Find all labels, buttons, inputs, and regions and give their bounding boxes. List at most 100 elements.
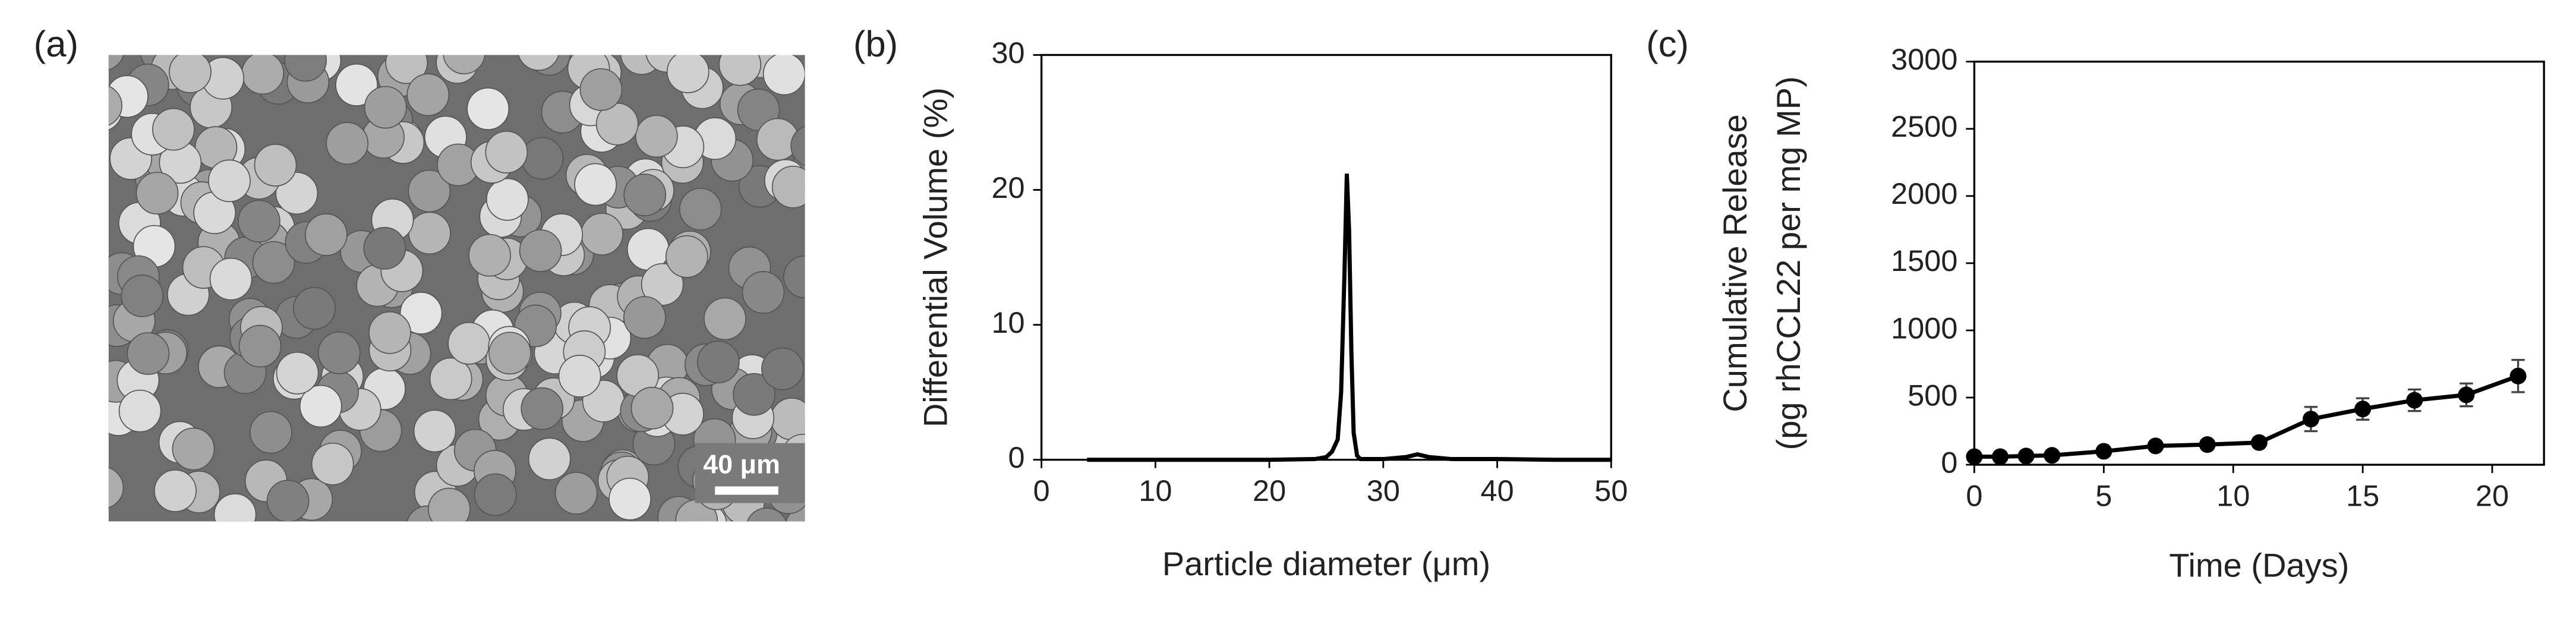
particle (783, 256, 805, 298)
particle (761, 347, 804, 390)
x-tick-label: 10 (1139, 474, 1172, 507)
x-tick-label: 50 (1594, 474, 1628, 507)
y-axis-label: Differential Volume (%) (917, 87, 954, 427)
data-point (2017, 447, 2035, 465)
particle (108, 467, 124, 509)
data-point (1966, 448, 1983, 465)
particle (385, 55, 428, 84)
particle (364, 86, 407, 129)
plot-frame (1973, 61, 2545, 466)
particle (518, 55, 560, 71)
x-tick-label: 30 (1367, 474, 1400, 507)
y-tick-label: 2000 (1891, 176, 1957, 210)
particle (521, 137, 564, 180)
particle (574, 163, 617, 206)
particle (666, 55, 710, 93)
particle (335, 64, 378, 106)
particle (790, 125, 805, 166)
particle (443, 55, 485, 75)
data-point (2509, 367, 2527, 384)
x-tick-label: 20 (1253, 474, 1286, 507)
particle (135, 172, 179, 215)
particle (252, 241, 295, 284)
y-tick-label: 0 (1008, 440, 1025, 474)
particle (276, 351, 319, 395)
particle (665, 235, 708, 278)
particle (304, 213, 348, 256)
x-tick-label: 40 (1481, 474, 1514, 507)
scale-bar-label: 40 μm (703, 449, 780, 480)
particle (630, 386, 674, 430)
particle (399, 292, 443, 335)
particle (762, 55, 805, 96)
particle (209, 257, 253, 301)
particle (623, 174, 667, 216)
particle (579, 68, 623, 111)
particle (554, 472, 598, 515)
particle (317, 331, 361, 374)
data-line (1087, 174, 1612, 462)
x-axis-label: Time (Days) (2169, 547, 2349, 584)
particle (521, 387, 564, 430)
particle (742, 271, 785, 314)
panel-label: (b) (853, 24, 898, 65)
particle (326, 122, 369, 165)
y-tick-label: 10 (991, 305, 1024, 339)
particle (468, 234, 511, 277)
particle (466, 87, 510, 130)
y-tick-label: 2500 (1891, 109, 1957, 143)
particle (528, 437, 571, 481)
particle (771, 165, 805, 209)
particle (108, 86, 122, 126)
data-point (2095, 443, 2112, 460)
particle (121, 275, 164, 317)
particle (154, 469, 197, 512)
data-point (2199, 436, 2216, 453)
particle (208, 159, 251, 203)
particle (474, 473, 517, 516)
particle (368, 311, 411, 354)
particle (485, 131, 528, 174)
x-tick-label: 15 (2346, 478, 2379, 512)
data-point (2302, 411, 2319, 428)
particle (152, 108, 195, 151)
particle (254, 144, 297, 187)
particle (519, 229, 562, 272)
sem-image (108, 55, 805, 522)
data-point (2044, 447, 2061, 464)
particle (623, 296, 666, 339)
y-tick-label: 1000 (1891, 311, 1957, 345)
particle (406, 73, 450, 116)
particle (488, 332, 531, 375)
y-axis-label: (pg rhCCL22 per mg MP) (1770, 76, 1807, 450)
y-tick-label: 3000 (1891, 42, 1957, 76)
y-tick-label: 500 (1907, 378, 1957, 412)
x-tick-label: 0 (1033, 474, 1050, 507)
particle (581, 213, 623, 256)
particle (413, 409, 456, 453)
y-tick-label: 30 (991, 36, 1024, 70)
data-point (2147, 437, 2164, 455)
particle (169, 55, 212, 93)
x-tick-label: 0 (1966, 478, 1982, 512)
particle (293, 286, 336, 330)
particle (108, 55, 124, 71)
data-point (1991, 448, 2009, 465)
scale-bar (715, 486, 778, 495)
panel-label: (a) (34, 24, 78, 65)
x-axis-label: Particle diameter (μm) (1162, 545, 1490, 582)
particle (363, 226, 406, 270)
x-tick-label: 20 (2476, 478, 2509, 512)
particle (704, 297, 746, 340)
particles (108, 55, 805, 522)
particle (746, 507, 787, 522)
particle (172, 427, 215, 471)
particle (266, 480, 310, 522)
y-tick-label: 1500 (1891, 244, 1957, 278)
particle (641, 263, 684, 306)
particle (679, 188, 722, 231)
particle (118, 389, 162, 433)
particle (608, 477, 651, 521)
particle (447, 321, 491, 365)
